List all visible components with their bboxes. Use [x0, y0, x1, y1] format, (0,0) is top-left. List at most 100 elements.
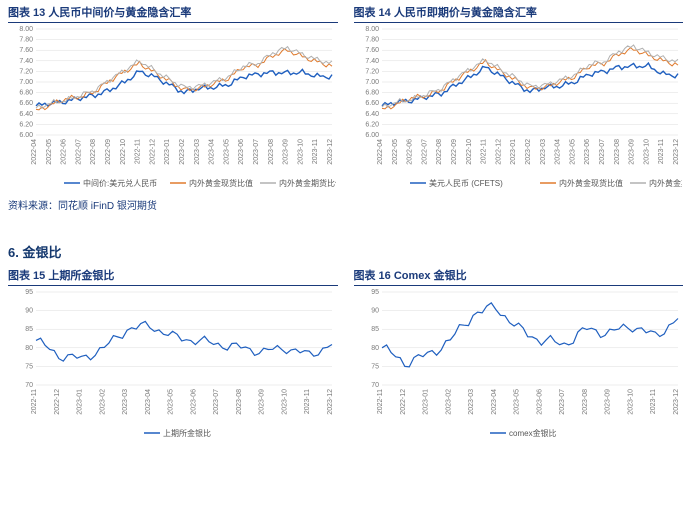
svg-text:2022-07: 2022-07 — [75, 139, 82, 165]
svg-text:2023-03: 2023-03 — [539, 139, 546, 165]
svg-text:2023-02: 2023-02 — [179, 139, 186, 165]
svg-text:2023-04: 2023-04 — [490, 389, 497, 415]
svg-text:2023-05: 2023-05 — [168, 389, 175, 415]
svg-text:6.40: 6.40 — [365, 111, 379, 118]
svg-text:2022-11: 2022-11 — [480, 139, 487, 164]
svg-text:2022-10: 2022-10 — [120, 139, 127, 165]
chart-15-prefix: 图表 15 — [8, 270, 45, 282]
svg-text:6.20: 6.20 — [19, 121, 33, 128]
svg-text:2023-10: 2023-10 — [643, 139, 650, 165]
svg-text:7.80: 7.80 — [19, 37, 33, 44]
svg-text:2023-06: 2023-06 — [584, 139, 591, 165]
svg-text:2023-02: 2023-02 — [99, 389, 106, 415]
svg-text:2023-03: 2023-03 — [194, 139, 201, 165]
svg-text:2022-11: 2022-11 — [31, 389, 38, 414]
svg-text:2023-10: 2023-10 — [297, 139, 304, 165]
svg-text:2022-07: 2022-07 — [421, 139, 428, 165]
svg-text:7.00: 7.00 — [365, 79, 379, 86]
svg-text:2023-11: 2023-11 — [304, 389, 311, 414]
svg-text:80: 80 — [25, 345, 33, 352]
svg-text:85: 85 — [371, 326, 379, 333]
chart-15-svg: 7075808590952022-112022-122023-012023-02… — [8, 288, 336, 443]
chart-16-prefix: 图表 16 — [354, 270, 391, 282]
chart-13-title: 图表 13 人民币中间价与黄金隐含汇率 — [8, 4, 338, 23]
svg-text:2023-12: 2023-12 — [673, 389, 680, 415]
svg-text:2023-11: 2023-11 — [650, 389, 657, 414]
svg-text:2023-07: 2023-07 — [559, 389, 566, 415]
svg-text:上期所金银比: 上期所金银比 — [163, 428, 211, 438]
svg-text:2022-06: 2022-06 — [406, 139, 413, 165]
svg-text:中间价:美元兑人民币: 中间价:美元兑人民币 — [83, 178, 157, 188]
svg-text:75: 75 — [371, 363, 379, 370]
chart-15-name: 上期所金银比 — [48, 270, 114, 282]
svg-text:2022-05: 2022-05 — [46, 139, 53, 165]
svg-text:2023-07: 2023-07 — [599, 139, 606, 165]
svg-text:2023-01: 2023-01 — [77, 389, 84, 415]
chart-16-panel: 图表 16 Comex 金银比 70 75 80 85 90 95 2022-11 2022-… — [354, 267, 684, 443]
svg-text:8.00: 8.00 — [19, 26, 33, 33]
svg-text:90: 90 — [25, 308, 33, 315]
svg-text:内外黄金期货比值: 内外黄金期货比值 — [649, 178, 682, 188]
svg-text:美元人民币 (CFETS): 美元人民币 (CFETS) — [429, 178, 503, 188]
svg-text:85: 85 — [25, 326, 33, 333]
chart-14-title: 图表 14 人民币即期价与黄金隐含汇率 — [354, 4, 684, 23]
chart-15-title: 图表 15 上期所金银比 — [8, 267, 338, 286]
svg-text:2023-01: 2023-01 — [510, 139, 517, 165]
svg-text:8.00: 8.00 — [365, 26, 379, 33]
svg-text:7.00: 7.00 — [19, 79, 33, 86]
svg-text:2023-11: 2023-11 — [312, 139, 319, 164]
top-source: 资料来源：同花顺 iFinD 银河期货 — [8, 197, 683, 212]
svg-text:2022-05: 2022-05 — [391, 139, 398, 165]
svg-text:2022-12: 2022-12 — [149, 139, 156, 165]
svg-text:2022-12: 2022-12 — [495, 139, 502, 165]
svg-text:2022-08: 2022-08 — [90, 139, 97, 165]
svg-text:80: 80 — [371, 345, 379, 352]
svg-text:2023-06: 2023-06 — [536, 389, 543, 415]
svg-text:2023-05: 2023-05 — [513, 389, 520, 415]
svg-text:2022-11: 2022-11 — [377, 389, 384, 414]
svg-text:2022-08: 2022-08 — [436, 139, 443, 165]
svg-text:6.00: 6.00 — [365, 132, 379, 139]
svg-text:内外黄金现货比值: 内外黄金现货比值 — [189, 178, 253, 188]
svg-text:75: 75 — [25, 363, 33, 370]
svg-text:6.80: 6.80 — [365, 90, 379, 97]
svg-text:2023-12: 2023-12 — [327, 139, 334, 165]
svg-text:2023-10: 2023-10 — [627, 389, 634, 415]
svg-text:2023-08: 2023-08 — [613, 139, 620, 165]
chart-16-svg: 7075808590952022-112022-122023-012023-02… — [354, 288, 682, 443]
svg-text:7.60: 7.60 — [19, 47, 33, 54]
svg-text:2023-04: 2023-04 — [145, 389, 152, 415]
svg-text:内外黄金期货比值: 内外黄金期货比值 — [279, 178, 336, 188]
svg-text:7.40: 7.40 — [19, 58, 33, 65]
chart-15-panel: 图表 15 上期所金银比 7075808590952022-112022-122… — [8, 267, 338, 443]
svg-text:2022-12: 2022-12 — [399, 389, 406, 415]
svg-text:7.60: 7.60 — [365, 47, 379, 54]
svg-text:2022-06: 2022-06 — [61, 139, 68, 165]
chart-16-title: 图表 16 Comex 金银比 — [354, 267, 684, 286]
chart-13-name: 人民币中间价与黄金隐含汇率 — [48, 7, 191, 19]
chart-13-panel: 图表 13 人民币中间价与黄金隐含汇率 6.006.206.406.606.80… — [8, 4, 338, 193]
svg-text:95: 95 — [371, 289, 379, 296]
svg-text:6.40: 6.40 — [19, 111, 33, 118]
chart-13-svg: 6.006.206.406.606.807.007.207.407.607.80… — [8, 25, 336, 193]
svg-text:2023-01: 2023-01 — [164, 139, 171, 165]
svg-text:7.80: 7.80 — [365, 37, 379, 44]
chart-14-prefix: 图表 14 — [354, 7, 391, 19]
svg-text:2023-02: 2023-02 — [445, 389, 452, 415]
svg-text:2022-09: 2022-09 — [105, 139, 112, 165]
svg-text:2023-11: 2023-11 — [658, 139, 665, 164]
svg-text:2023-03: 2023-03 — [468, 389, 475, 415]
svg-text:2023-12: 2023-12 — [327, 389, 334, 415]
svg-text:2022-12: 2022-12 — [54, 389, 61, 415]
svg-text:95: 95 — [25, 289, 33, 296]
svg-text:2023-06: 2023-06 — [190, 389, 197, 415]
svg-text:2023-09: 2023-09 — [604, 389, 611, 415]
svg-text:2022-11: 2022-11 — [135, 139, 142, 164]
svg-text:2023-02: 2023-02 — [525, 139, 532, 165]
svg-text:2022-10: 2022-10 — [465, 139, 472, 165]
svg-text:90: 90 — [371, 308, 379, 315]
top-row: 图表 13 人民币中间价与黄金隐含汇率 6.00 6.20 6.40 6.60 6.80… — [8, 4, 683, 193]
svg-text:70: 70 — [371, 382, 379, 389]
svg-text:6.60: 6.60 — [19, 100, 33, 107]
svg-text:2023-05: 2023-05 — [569, 139, 576, 165]
